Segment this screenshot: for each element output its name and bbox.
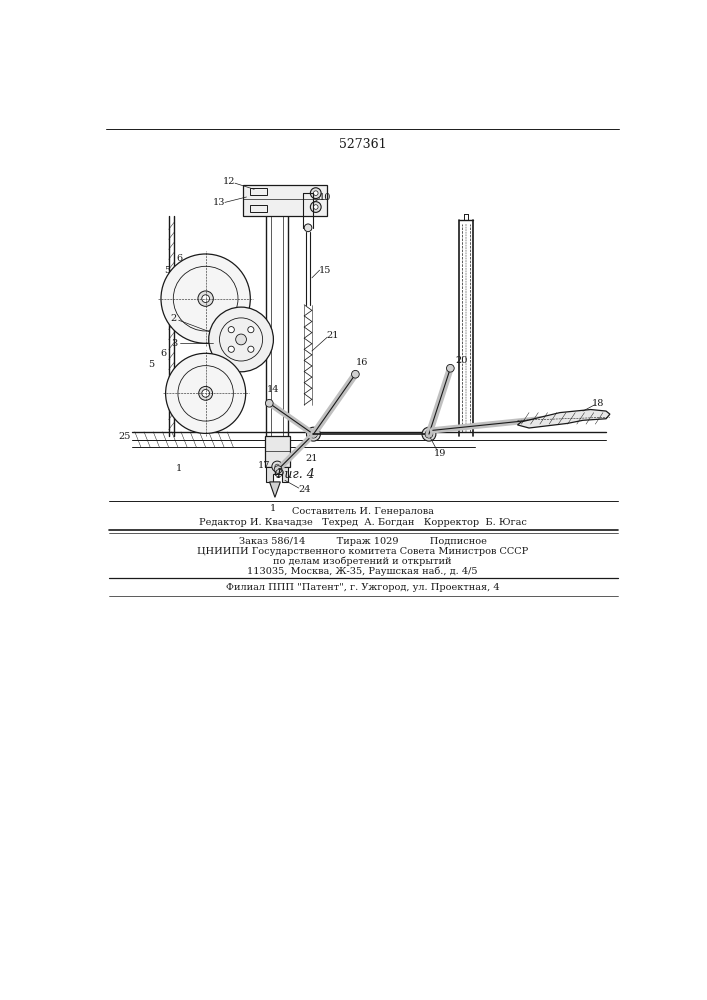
Circle shape <box>209 307 274 372</box>
Circle shape <box>247 346 254 352</box>
Text: 19: 19 <box>434 449 447 458</box>
Circle shape <box>310 202 321 212</box>
Circle shape <box>198 291 214 306</box>
Text: 1: 1 <box>270 504 276 513</box>
Text: 12: 12 <box>223 177 235 186</box>
Circle shape <box>304 224 312 232</box>
Circle shape <box>447 364 454 372</box>
Text: 6: 6 <box>160 349 166 358</box>
Circle shape <box>422 427 436 441</box>
Text: 21: 21 <box>305 454 318 463</box>
Text: ЦНИИПИ Государственного комитета Совета Министров СССР: ЦНИИПИ Государственного комитета Совета … <box>197 547 528 556</box>
Bar <box>250 188 267 195</box>
Bar <box>243 185 327 216</box>
Circle shape <box>265 399 273 407</box>
Text: 15: 15 <box>319 266 331 275</box>
Circle shape <box>247 327 254 333</box>
Circle shape <box>228 327 234 333</box>
Circle shape <box>275 464 279 469</box>
Text: Фиг. 4: Фиг. 4 <box>274 468 315 481</box>
Text: 5: 5 <box>164 266 170 275</box>
Circle shape <box>310 188 321 199</box>
Text: 20: 20 <box>456 356 468 365</box>
Text: 24: 24 <box>298 485 310 494</box>
Text: Филиал ППП "Патент", г. Ужгород, ул. Проектная, 4: Филиал ППП "Патент", г. Ужгород, ул. Про… <box>226 583 500 592</box>
Circle shape <box>165 353 246 433</box>
Text: 6: 6 <box>177 254 182 263</box>
Circle shape <box>313 205 318 209</box>
Text: 21: 21 <box>327 331 339 340</box>
Circle shape <box>272 461 283 472</box>
Text: 1: 1 <box>175 464 182 473</box>
Bar <box>250 205 267 212</box>
Text: по делам изобретений и открытий: по делам изобретений и открытий <box>274 556 452 566</box>
Text: Составитель И. Генералова: Составитель И. Генералова <box>292 507 433 516</box>
Polygon shape <box>269 482 281 497</box>
Circle shape <box>228 346 234 352</box>
Circle shape <box>201 295 209 302</box>
Text: 18: 18 <box>592 399 604 408</box>
Text: 2: 2 <box>170 314 177 323</box>
Text: 13: 13 <box>214 198 226 207</box>
Circle shape <box>235 334 247 345</box>
Text: 14: 14 <box>267 385 279 394</box>
Circle shape <box>201 389 209 397</box>
Polygon shape <box>518 410 610 428</box>
Circle shape <box>310 430 317 438</box>
Text: 25: 25 <box>119 432 131 441</box>
Text: 5: 5 <box>148 360 155 369</box>
Text: 527361: 527361 <box>339 138 387 151</box>
Polygon shape <box>267 466 288 482</box>
Text: Редактор И. Квачадзе   Техред  А. Богдан   Корректор  Б. Югас: Редактор И. Квачадзе Техред А. Богдан Ко… <box>199 518 527 527</box>
Text: 10: 10 <box>319 192 331 202</box>
Circle shape <box>199 386 213 400</box>
Text: 113035, Москва, Ж-35, Раушская наб., д. 4/5: 113035, Москва, Ж-35, Раушская наб., д. … <box>247 566 478 576</box>
Circle shape <box>274 466 282 473</box>
Text: 16: 16 <box>356 358 368 367</box>
Bar <box>265 436 290 466</box>
Text: Заказ 586/14          Тираж 1029          Подписное: Заказ 586/14 Тираж 1029 Подписное <box>239 537 486 546</box>
Circle shape <box>307 427 320 441</box>
Circle shape <box>161 254 250 343</box>
Circle shape <box>425 430 433 438</box>
Text: 17: 17 <box>258 461 271 470</box>
Circle shape <box>313 191 318 195</box>
Text: 3: 3 <box>172 339 178 348</box>
Circle shape <box>351 370 359 378</box>
